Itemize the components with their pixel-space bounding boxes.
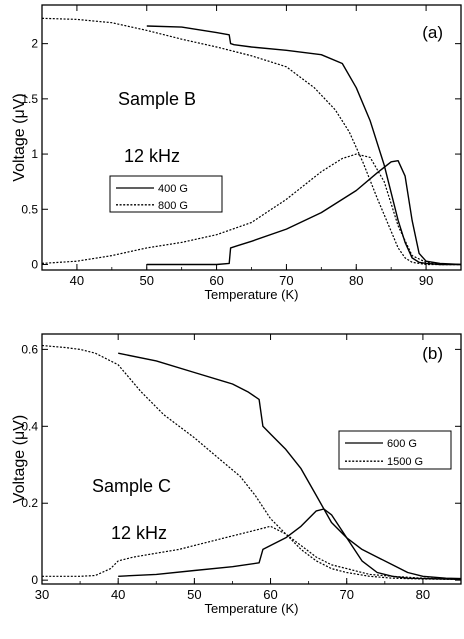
x-tick-label: 40 xyxy=(70,273,84,288)
plot-frame xyxy=(41,333,462,585)
x-tick-label: 80 xyxy=(416,587,430,602)
annotation: Sample B xyxy=(118,89,196,109)
x-axis-label: Temperature (K) xyxy=(205,601,299,616)
y-tick-label: 0.4 xyxy=(21,419,38,433)
y-tick-label: 0 xyxy=(31,257,38,271)
x-tick-label: 90 xyxy=(419,273,433,288)
legend-label: 600 G xyxy=(387,438,417,450)
x-tick-label: 30 xyxy=(35,587,49,602)
panel-label: (a) xyxy=(422,23,443,42)
x-tick-label: 80 xyxy=(349,273,363,288)
plot-frame xyxy=(41,4,462,271)
x-tick-label: 50 xyxy=(187,587,201,602)
legend-label: 400 G xyxy=(158,183,188,195)
series-line-400-g-upper xyxy=(146,25,461,266)
legend-box xyxy=(109,175,223,213)
legend: 400 G 800 G xyxy=(109,175,223,213)
y-tick-label: 1.5 xyxy=(21,92,38,106)
legend-label: 1500 G xyxy=(387,456,423,468)
x-tick-label: 40 xyxy=(111,587,125,602)
y-tick-label: 1 xyxy=(31,147,38,161)
annotation: Sample C xyxy=(92,476,171,496)
annotation: 12 kHz xyxy=(111,523,167,543)
y-tick-label: 2 xyxy=(31,37,38,51)
y-tick-label: 0 xyxy=(31,573,38,587)
y-axis-label: Voltage (μV) xyxy=(11,93,28,181)
legend-box xyxy=(338,430,452,470)
annotation: 12 kHz xyxy=(124,146,180,166)
legend-label: 800 G xyxy=(158,200,188,212)
series-line-400-g-lower xyxy=(146,160,462,266)
y-tick-label: 0.6 xyxy=(21,342,38,356)
chart-panel-b: 30 40 50 60 70 80 0 0.2 0.4 0.6 Temperature (K) Vol… xyxy=(11,333,462,616)
series-line-600-g-upper xyxy=(118,352,462,580)
y-tick-label: 0.2 xyxy=(21,496,38,510)
x-tick-label: 50 xyxy=(140,273,154,288)
x-tick-label: 60 xyxy=(209,273,223,288)
panel-label: (b) xyxy=(422,344,443,363)
chart-panel-a: 40 50 60 70 80 90 0 0.5 1 1.5 2 Temperature (K) Volt… xyxy=(11,4,462,302)
x-tick-label: 60 xyxy=(263,587,277,602)
series-line-800-g-upper xyxy=(41,17,461,266)
legend: 600 G 1500 G xyxy=(338,430,452,470)
x-axis-label: Temperature (K) xyxy=(205,287,299,302)
series-line-1500-g-lower xyxy=(42,525,462,580)
series-line-1500-g-upper xyxy=(41,344,462,580)
x-tick-label: 70 xyxy=(279,273,293,288)
y-axis-label: Voltage (μV) xyxy=(11,415,28,503)
series-line-800-g-lower xyxy=(41,153,461,266)
x-tick-label: 70 xyxy=(339,587,353,602)
series-line-600-g-lower xyxy=(118,508,462,581)
y-tick-label: 0.5 xyxy=(21,202,38,216)
